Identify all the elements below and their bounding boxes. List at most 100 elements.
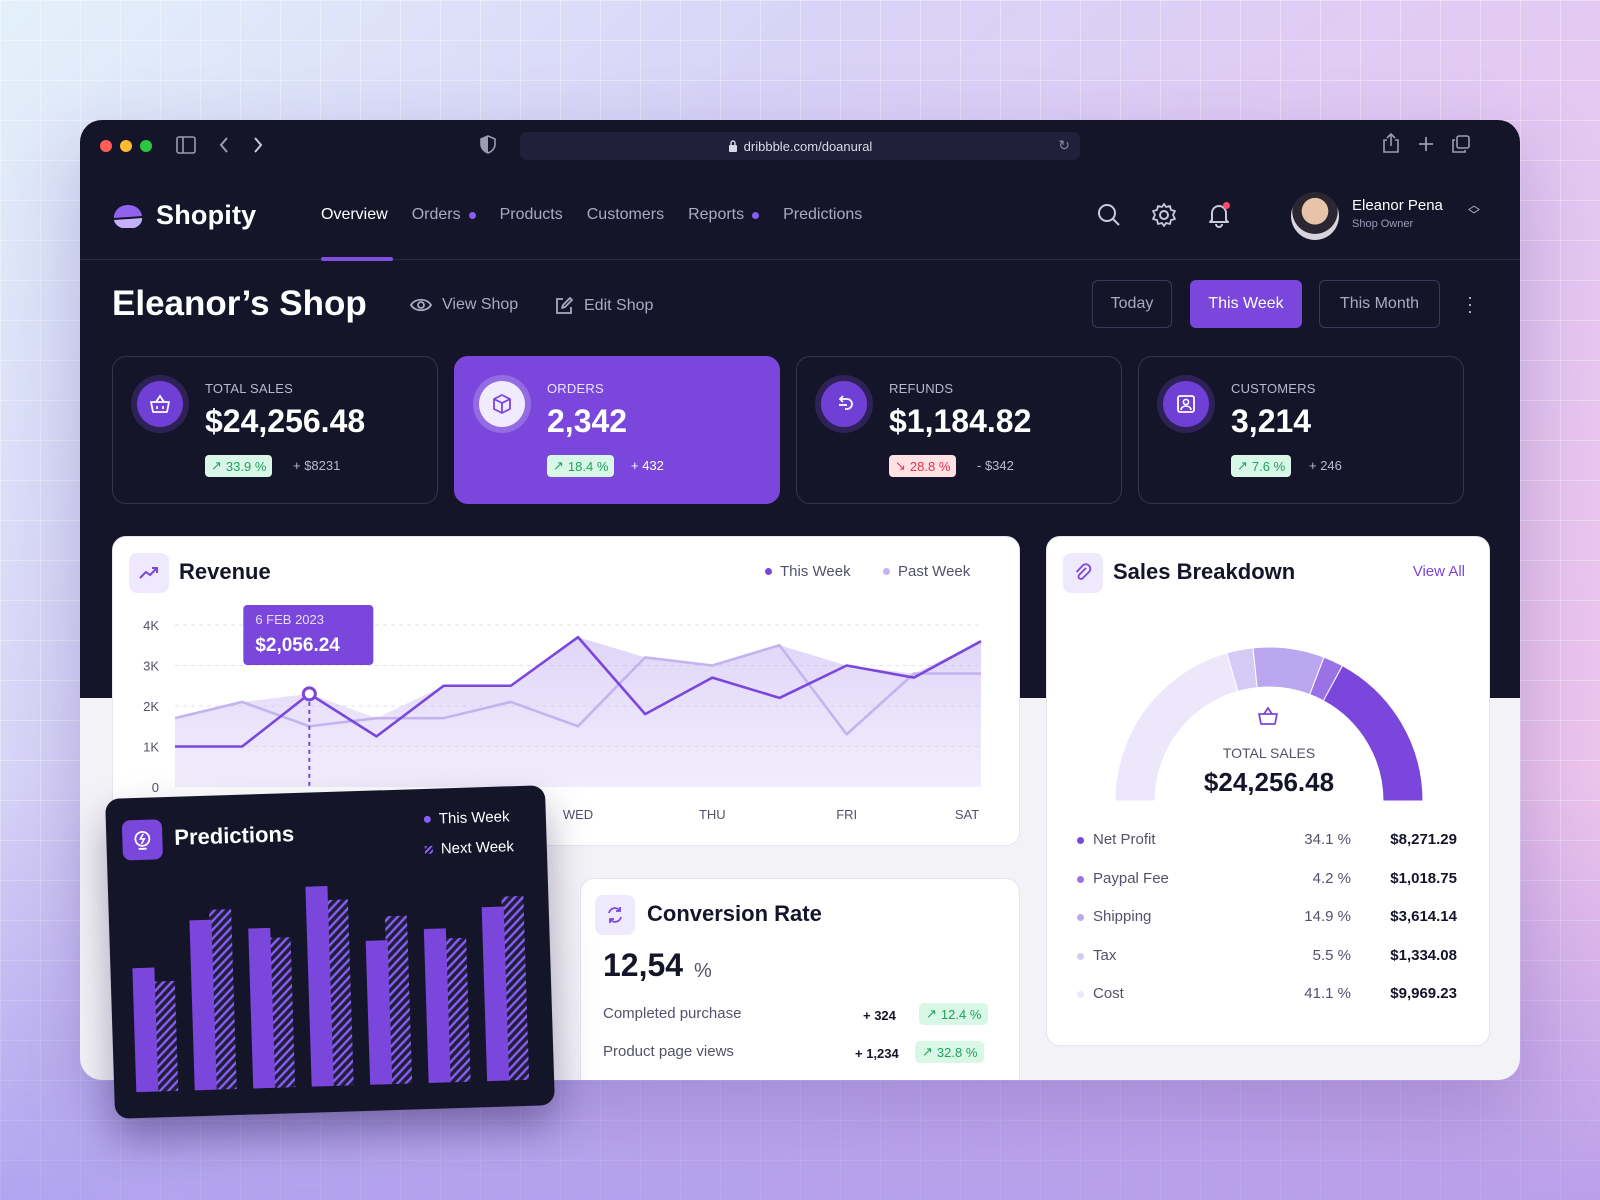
trend-up-icon: ↗	[922, 1044, 933, 1059]
stat-card-customers[interactable]: CUSTOMERS 3,214 ↗ 7.6 % + 246	[1138, 356, 1464, 504]
revenue-chart[interactable]: 0 1K 2K 3K 4K WED THU FRI SAT 6 FEB 2023 $2,056.24	[113, 597, 1021, 837]
logo-mark-icon	[113, 204, 143, 228]
url-text: dribbble.com/doanural	[743, 138, 873, 154]
tab-overview-icon[interactable]	[1452, 135, 1470, 153]
notifications-button[interactable]	[1206, 202, 1232, 228]
notification-badge	[1223, 202, 1230, 209]
predictions-chart[interactable]	[122, 872, 541, 1105]
edit-icon	[556, 297, 573, 314]
breakdown-row[interactable]: Paypal Fee 4.2 % $1,018.75	[1077, 868, 1457, 892]
edit-shop-label: Edit Shop	[584, 297, 654, 314]
breakdown-percent: 34.1 %	[1304, 831, 1351, 848]
breakdown-value: $8,271.29	[1390, 831, 1457, 848]
avatar[interactable]	[1291, 192, 1339, 240]
legend-this-week: This Week	[765, 563, 851, 580]
period-today-button[interactable]: Today	[1092, 280, 1172, 328]
trending-up-icon	[129, 553, 169, 593]
lock-icon	[728, 140, 737, 152]
edit-shop-link[interactable]: Edit Shop	[554, 296, 653, 316]
legend-dot	[1077, 875, 1084, 883]
more-options-icon[interactable]: · · ·	[1467, 287, 1473, 321]
nav-item-predictions[interactable]: Predictions	[783, 206, 862, 224]
breakdown-name: Net Profit	[1093, 831, 1156, 848]
back-arrow-icon[interactable]	[218, 136, 230, 154]
breakdown-value: $1,334.08	[1390, 946, 1457, 964]
x-tick-label: WED	[563, 807, 593, 822]
search-icon[interactable]	[1096, 202, 1122, 228]
conversion-title: Conversion Rate	[647, 901, 822, 926]
legend-dot	[1077, 837, 1084, 844]
minimize-window-button[interactable]	[120, 140, 132, 152]
completed-purchase-label: Completed purchase	[603, 1005, 742, 1022]
breakdown-row[interactable]: Net Profit 34.1 % $8,271.29	[1077, 829, 1457, 853]
reload-icon[interactable]: ↻	[1058, 137, 1070, 153]
nav-item-orders[interactable]: Orders	[412, 206, 476, 224]
y-tick-label: 0	[152, 780, 159, 795]
stat-delta: - $342	[977, 458, 1014, 473]
legend-this-week: This Week	[423, 808, 510, 828]
user-menu-toggle[interactable]: ︿ ﹀	[1468, 198, 1481, 221]
bar-this-week	[365, 940, 393, 1085]
stat-card-orders[interactable]: ORDERS 2,342 ↗ 18.4 % + 432	[454, 356, 780, 504]
user-role: Shop Owner	[1352, 218, 1414, 230]
close-window-button[interactable]	[100, 140, 112, 152]
predictions-card: Predictions This Week Next Week	[105, 785, 555, 1119]
stat-change: 18.4 %	[567, 458, 609, 474]
breakdown-name: Tax	[1093, 946, 1117, 964]
lightning-badge-icon	[121, 819, 164, 861]
stat-value: $24,256.48	[205, 403, 366, 439]
share-icon[interactable]	[1382, 133, 1400, 153]
breakdown-row[interactable]: Shipping 14.9 % $3,614.14	[1077, 906, 1457, 930]
breakdown-row[interactable]: Tax 5.5 % $1,334.08	[1077, 945, 1457, 969]
nav-item-customers[interactable]: Customers	[587, 206, 664, 224]
view-shop-link[interactable]: View Shop	[410, 296, 518, 314]
completed-purchase-count: + 324	[863, 1008, 896, 1023]
tooltip-value: $2,056.24	[255, 635, 340, 656]
view-all-link[interactable]: View All	[1412, 563, 1465, 580]
gear-icon[interactable]	[1151, 202, 1177, 228]
nav-item-products[interactable]: Products	[500, 206, 563, 224]
tooltip-date: 6 FEB 2023	[255, 612, 324, 627]
tooltip-box	[243, 605, 374, 665]
bar-next-week	[384, 915, 413, 1085]
period-this-month-button[interactable]: This Month	[1319, 280, 1440, 328]
x-tick-label: SAT	[955, 807, 979, 822]
new-tab-icon[interactable]	[1418, 136, 1434, 152]
sales-breakdown-gauge[interactable]	[1087, 617, 1451, 817]
stat-card-refunds[interactable]: REFUNDS $1,184.82 ↘ 28.8 % - $342	[796, 356, 1122, 504]
stat-card-total-sales[interactable]: TOTAL SALES $24,256.48 ↗ 33.9 % + $8231	[112, 356, 438, 504]
app-logo[interactable]: Shopity	[112, 200, 256, 231]
bar-next-week	[268, 937, 296, 1088]
revenue-card: Revenue This Week Past Week 0 1K 2K 3K 4K WED…	[112, 536, 1020, 846]
stat-delta: + $8231	[293, 458, 341, 473]
stat-change: 7.6 %	[1251, 458, 1286, 474]
conversion-rate-card: Conversion Rate 12,54 % Completed purcha…	[580, 878, 1020, 1080]
maximize-window-button[interactable]	[140, 140, 152, 152]
bar-this-week	[189, 919, 217, 1091]
stat-delta: + 246	[1309, 458, 1342, 473]
stat-change-badge: ↗ 7.6 %	[1231, 455, 1292, 477]
legend-label: Next Week	[440, 838, 515, 858]
nav-item-reports[interactable]: Reports	[688, 206, 760, 224]
sidebar-toggle-icon[interactable]	[176, 136, 196, 154]
nav-label: Orders	[411, 206, 461, 223]
period-this-week-button[interactable]: This Week	[1190, 280, 1302, 328]
user-badge-icon	[1163, 381, 1209, 427]
breakdown-row[interactable]: Cost 41.1 % $9,969.23	[1077, 983, 1457, 1007]
gauge-segment-net-profit	[1322, 664, 1424, 802]
forward-arrow-icon[interactable]	[252, 136, 264, 154]
address-bar[interactable]: dribbble.com/doanural ↻	[520, 132, 1080, 160]
user-name: Eleanor Pena	[1352, 197, 1443, 214]
legend-next-week: Next Week	[424, 838, 515, 858]
paperclip-icon	[1063, 553, 1103, 593]
conversion-unit: %	[694, 960, 712, 982]
chevron-up-icon: ︿	[1468, 198, 1481, 212]
legend-dot	[423, 815, 431, 823]
breakdown-title: Sales Breakdown	[1113, 559, 1296, 584]
breakdown-percent: 41.1 %	[1304, 985, 1351, 1002]
stat-change: 28.8 %	[909, 458, 951, 474]
shield-icon[interactable]	[480, 135, 496, 154]
main-menu: Overview Orders Products Customers Repor…	[321, 206, 862, 224]
breakdown-value: $1,018.75	[1390, 869, 1457, 887]
nav-item-overview[interactable]: Overview	[321, 206, 388, 224]
